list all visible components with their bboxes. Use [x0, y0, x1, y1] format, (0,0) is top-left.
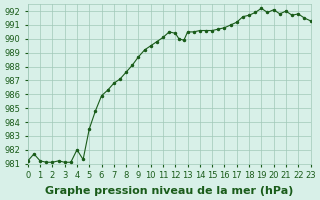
X-axis label: Graphe pression niveau de la mer (hPa): Graphe pression niveau de la mer (hPa)	[45, 186, 293, 196]
